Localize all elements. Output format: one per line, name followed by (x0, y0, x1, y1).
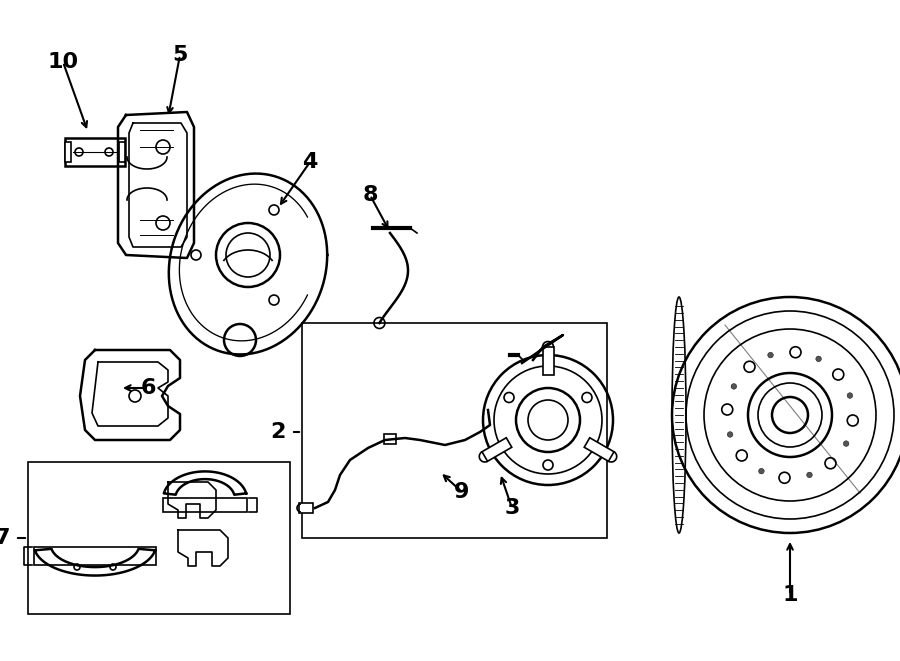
Bar (119, 142, 125, 162)
Text: 5: 5 (172, 45, 188, 65)
Bar (299, 503, 313, 513)
Text: 3: 3 (504, 498, 519, 518)
Polygon shape (584, 438, 614, 461)
Bar (384, 434, 396, 444)
Bar (28, 462, 290, 614)
Circle shape (224, 324, 256, 356)
Bar (65, 138, 125, 166)
Text: 2: 2 (271, 422, 286, 442)
Circle shape (727, 432, 733, 438)
Circle shape (759, 469, 764, 474)
Text: 4: 4 (302, 152, 318, 172)
Bar (65, 142, 71, 162)
Text: 1: 1 (782, 585, 797, 605)
Circle shape (772, 397, 808, 433)
Polygon shape (482, 438, 512, 461)
Circle shape (731, 383, 737, 389)
Text: 7: 7 (0, 528, 10, 548)
Circle shape (806, 472, 813, 478)
Text: 8: 8 (362, 185, 378, 205)
Bar (34, 547, 156, 565)
Circle shape (847, 393, 852, 399)
Bar (163, 498, 247, 512)
Circle shape (768, 352, 773, 358)
Text: 6: 6 (140, 378, 156, 398)
Text: 9: 9 (454, 482, 470, 502)
Circle shape (815, 356, 822, 362)
Text: 10: 10 (48, 52, 78, 72)
Circle shape (843, 441, 849, 446)
Bar (302, 323, 607, 538)
Polygon shape (543, 347, 553, 375)
